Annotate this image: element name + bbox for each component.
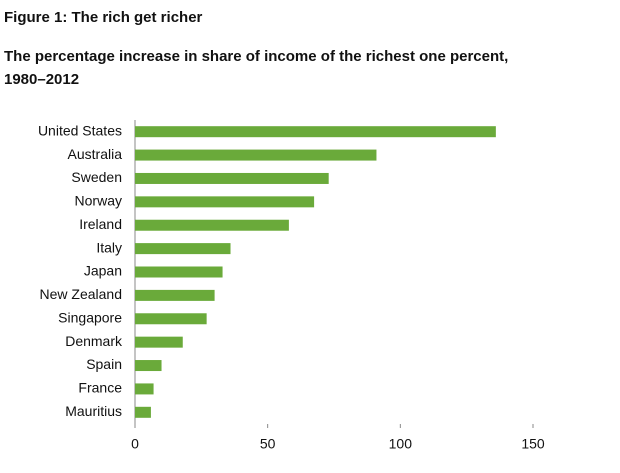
y-tick-label: Sweden [71, 169, 122, 185]
y-tick-label: Italy [96, 239, 122, 255]
bar [135, 289, 215, 301]
bar [135, 219, 289, 231]
x-tick-label: 50 [260, 436, 276, 452]
y-tick-label: Denmark [65, 333, 123, 349]
y-tick-label: Spain [86, 356, 122, 372]
y-tick-label: France [78, 380, 122, 396]
y-tick-label: Australia [68, 146, 123, 162]
chart-subtitle: 1980–2012 [4, 71, 79, 88]
bar [135, 313, 207, 325]
x-tick-label: 150 [521, 436, 545, 452]
y-tick-label: Japan [84, 263, 122, 279]
bar [135, 126, 496, 138]
bar [135, 383, 154, 395]
y-tick-label: Mauritius [65, 403, 122, 419]
y-tick-label: New Zealand [40, 286, 123, 302]
bar [135, 336, 183, 348]
y-tick-label: United States [38, 122, 122, 138]
x-tick-label: 100 [389, 436, 413, 452]
y-tick-label: Ireland [79, 216, 122, 232]
bar [135, 243, 231, 255]
bar [135, 406, 151, 418]
x-tick-label: 0 [131, 436, 139, 452]
chart-subtitle: The percentage increase in share of inco… [4, 48, 508, 65]
y-tick-label: Singapore [58, 309, 122, 325]
bar [135, 266, 223, 278]
bar [135, 149, 377, 161]
bar [135, 196, 315, 208]
bar [135, 172, 329, 184]
bar [135, 360, 162, 372]
y-tick-label: Norway [75, 193, 122, 209]
chart-title: Figure 1: The rich get richer [4, 9, 203, 26]
